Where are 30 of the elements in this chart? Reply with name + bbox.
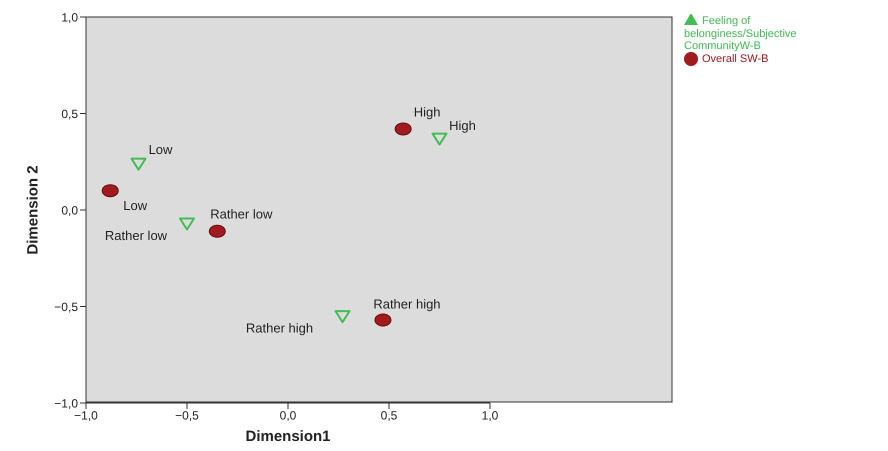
x-tick-label: −0,5 [175,408,200,423]
x-tick-label: 1,0 [482,408,499,423]
y-axis-title: Dimension 2 [24,165,42,255]
point [208,224,226,238]
y-tick-label: 1,0 [61,10,78,24]
annotation: Rather low [104,228,168,243]
x-tick-label: −1,0 [74,408,98,423]
annotation: Rather low [210,206,273,222]
legend-label: Feeling of belonginess/Subjective CommunityW-B [684,14,797,52]
annotation: Rather high [373,296,441,312]
x-axis-title: Dimension1 [245,428,331,445]
annotation: Low [148,142,174,158]
x-tick-label: 0,5 [380,408,398,423]
point [394,122,412,136]
point [102,184,119,198]
point [130,158,147,171]
annotation: Low [123,198,148,214]
y-tick-label: −1,0 [54,396,78,410]
point [374,314,392,327]
y-tick-label: 0,5 [61,106,78,121]
annotation: High [414,104,441,120]
point [334,310,351,324]
annotation: High [449,118,476,134]
x-tick-label: 0,0 [280,408,297,423]
point [179,218,195,231]
y-tick-label: −0,5 [54,300,78,314]
legend-label: Overall SW-B [702,52,768,65]
y-tick-label: 0,0 [61,203,78,218]
point [432,132,448,146]
annotation: Rather high [246,320,314,336]
